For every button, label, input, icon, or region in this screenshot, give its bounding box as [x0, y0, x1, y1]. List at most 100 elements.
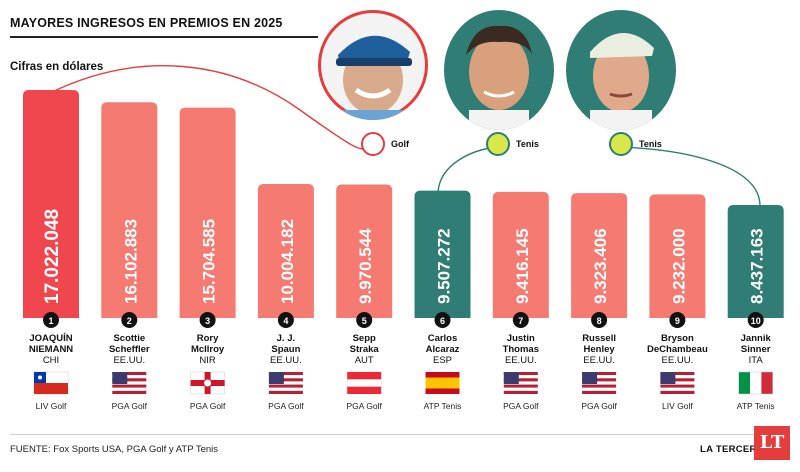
- sinner-sport-label: Tenis: [639, 139, 662, 149]
- tour-label: PGA Golf: [190, 401, 226, 411]
- athlete-name-line2: Thomas: [503, 344, 539, 355]
- athlete-country: AUT: [355, 355, 374, 366]
- tour-label: ATP Tenis: [424, 401, 462, 411]
- tennis-ball-icon: [609, 132, 633, 156]
- publisher-name: LA TERCERA: [700, 444, 764, 455]
- athlete-name-line2: DeChambeau: [647, 344, 708, 355]
- value-label: 17.022.048: [42, 209, 63, 304]
- bar: [492, 191, 549, 318]
- bar: [101, 102, 158, 318]
- golf-ball-icon: [361, 132, 385, 156]
- rank-badge: [591, 312, 608, 328]
- athlete-name-line1: Justin: [507, 333, 535, 344]
- bar: [414, 190, 471, 318]
- athlete-country: EE.UU.: [113, 355, 145, 366]
- tour-label: ATP Tenis: [737, 401, 775, 411]
- rank-badge: [121, 312, 138, 328]
- athlete-name-line2: Scheffler: [109, 344, 150, 355]
- sinner-portrait: [566, 10, 676, 130]
- rank-number: 10: [751, 316, 761, 326]
- chart-title: MAYORES INGRESOS EN PREMIOS EN 2025: [10, 16, 283, 30]
- bar: [257, 184, 314, 318]
- athlete-name-line2: Straka: [350, 344, 380, 355]
- source-note: FUENTE: Fox Sports USA, PGA Golf y ATP T…: [10, 444, 219, 455]
- tour-label: LIV Golf: [662, 401, 693, 411]
- alcaraz-portrait: [444, 10, 554, 130]
- rank-badge: [747, 312, 764, 328]
- tour-label: PGA Golf: [581, 401, 617, 411]
- value-label: 9.416.145: [513, 228, 532, 304]
- rank-badge: [434, 312, 451, 328]
- value-label: 8.437.163: [748, 228, 767, 304]
- italy-flag: [738, 371, 773, 395]
- athlete-name-line1: J. J.: [277, 333, 296, 344]
- value-label: 15.704.585: [200, 219, 219, 304]
- chart-subtitle: Cifras en dólares: [10, 61, 104, 73]
- athlete-country: EE.UU.: [270, 355, 302, 366]
- tour-label: PGA Golf: [112, 401, 148, 411]
- bar: [649, 194, 706, 318]
- alcaraz-sport-label: Tenis: [516, 139, 539, 149]
- chile-flag: [33, 371, 69, 395]
- athlete-name-line2: Alcaraz: [426, 344, 460, 355]
- bar: [23, 90, 79, 318]
- rank-badge: [512, 312, 529, 328]
- athlete-name-line1: Jannik: [741, 333, 772, 344]
- athlete-name-line1: Rory: [197, 333, 219, 344]
- bar: [336, 184, 393, 318]
- athlete-name-line1: Sepp: [353, 333, 376, 344]
- tennis-ball-icon: [486, 132, 510, 156]
- rank-badge: [356, 312, 373, 328]
- usa-flag: [660, 372, 695, 394]
- tour-label: LIV Golf: [36, 401, 67, 411]
- publisher-logo: LT: [754, 426, 790, 460]
- value-label: 10.004.182: [278, 219, 297, 304]
- rank-number: 1: [48, 316, 53, 326]
- rank-badge: [43, 312, 59, 328]
- alcaraz-connector-line: [437, 146, 498, 193]
- bar: [571, 193, 628, 318]
- rank-number: 6: [440, 316, 445, 326]
- value-label: 16.102.883: [121, 219, 140, 304]
- bar: [179, 107, 236, 319]
- sinner-connector-line: [619, 146, 761, 207]
- rank-number: 7: [518, 316, 523, 326]
- usa-flag: [268, 372, 303, 394]
- athlete-country: EE.UU.: [662, 355, 694, 366]
- rank-number: 8: [597, 316, 602, 326]
- title-underline: [10, 36, 318, 38]
- usa-flag: [503, 372, 538, 394]
- usa-flag: [112, 372, 147, 394]
- austria-flag: [347, 372, 382, 394]
- rank-number: 2: [127, 316, 132, 326]
- athlete-country: ESP: [433, 355, 452, 366]
- athlete-country: CHI: [43, 355, 59, 366]
- athlete-name-line1: Bryson: [661, 333, 694, 344]
- athlete-name-line2: McIlroy: [191, 344, 225, 355]
- tour-label: PGA Golf: [346, 401, 382, 411]
- value-label: 9.970.544: [356, 228, 375, 304]
- rank-badge: [669, 312, 686, 328]
- athlete-name-line2: Henley: [584, 344, 616, 355]
- rank-badge: [277, 312, 294, 328]
- northern-ireland-flag: [190, 371, 225, 395]
- footer-divider: [10, 434, 790, 435]
- rank-number: 5: [362, 316, 367, 326]
- athlete-country: ITA: [749, 355, 764, 366]
- golf-sport-label: Golf: [391, 139, 409, 149]
- athlete-name-line2: NIEMANN: [29, 344, 73, 355]
- athlete-country: NIR: [199, 355, 216, 366]
- rank-number: 9: [675, 316, 680, 326]
- niemann-portrait: [318, 10, 428, 120]
- athlete-country: EE.UU.: [583, 355, 615, 366]
